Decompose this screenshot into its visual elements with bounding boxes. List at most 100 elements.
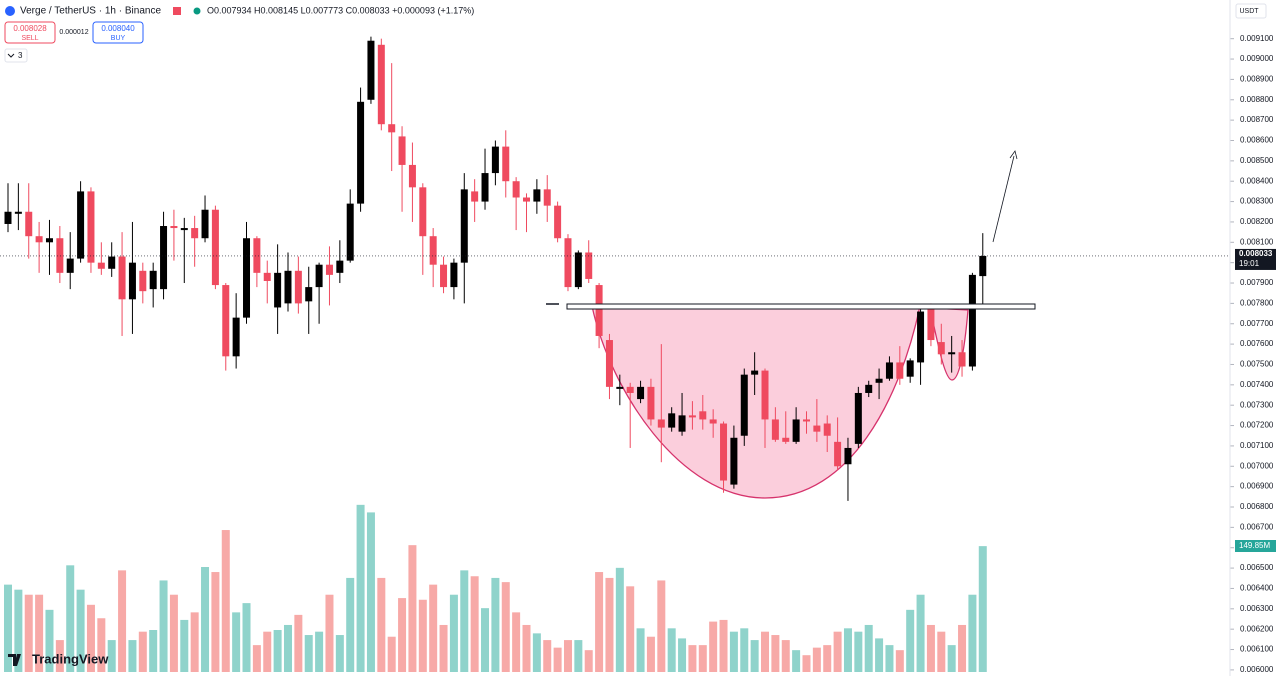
y-tick-label: 0.007800	[1240, 298, 1274, 307]
volume-bar	[128, 640, 137, 672]
volume-bar	[761, 631, 770, 672]
volume-bar	[812, 647, 821, 672]
price-tag-text: 0.008033	[1239, 249, 1273, 258]
y-tick-label: 0.007900	[1240, 278, 1274, 287]
candle-body	[875, 378, 883, 383]
currency-button[interactable]	[1235, 3, 1267, 19]
volume-bar	[875, 638, 884, 672]
volume-bar	[55, 640, 64, 672]
volume-bar	[118, 570, 127, 672]
candle-body	[263, 272, 271, 281]
volume-bar	[906, 609, 915, 672]
volume-bar	[688, 645, 697, 672]
volume-bar	[14, 589, 23, 672]
volume-bar	[615, 567, 624, 672]
buy-button[interactable]	[92, 21, 144, 44]
candle-body	[429, 236, 437, 265]
candle-body	[201, 209, 209, 239]
price-axis: 0.006000 0.006100 0.006200 0.006300 0.006400…	[1230, 34, 1274, 674]
y-tick-label: 0.006700	[1240, 522, 1274, 531]
volume-bar	[719, 619, 728, 672]
y-tick-label: 0.008100	[1240, 237, 1274, 246]
volume-bar	[636, 628, 645, 672]
candle-body	[740, 374, 748, 436]
volume-bar	[916, 594, 925, 672]
y-tick-label: 0.007300	[1240, 400, 1274, 409]
candle-body	[605, 340, 613, 387]
volume-bar	[978, 546, 987, 672]
candle-body	[284, 270, 292, 304]
y-tick-label: 0.008600	[1240, 136, 1274, 145]
candle-body	[35, 236, 43, 243]
price-tag	[1235, 248, 1276, 270]
candle-body	[896, 362, 904, 379]
volume-bar	[792, 650, 801, 672]
volume-bar	[24, 594, 33, 672]
candle-body	[315, 264, 323, 288]
y-tick-label: 0.006800	[1240, 502, 1274, 511]
buy-price: 0.008040	[101, 24, 135, 33]
volume-bar	[4, 584, 12, 672]
buy-label: BUY	[111, 35, 126, 42]
y-tick-label: 0.008900	[1240, 75, 1274, 84]
y-tick-label: 0.006400	[1240, 584, 1274, 593]
candle-body	[823, 423, 831, 436]
y-tick-label: 0.008700	[1240, 115, 1274, 124]
candle-body	[906, 360, 914, 377]
candle-body	[657, 419, 665, 428]
candle-body	[979, 255, 987, 277]
volume-layer	[4, 504, 987, 672]
brand: TradingView	[32, 651, 109, 666]
volume-bar	[885, 645, 894, 672]
y-tick-label: 0.008800	[1240, 95, 1274, 104]
candle-body	[554, 205, 562, 239]
sell-button[interactable]	[4, 21, 56, 44]
volume-bar	[346, 577, 355, 672]
y-tick-label: 0.007500	[1240, 360, 1274, 369]
candle-body	[25, 211, 33, 237]
volume-bar	[190, 612, 199, 672]
candle-body	[4, 211, 12, 224]
symbol-title: Verge / TetherUS · 1h · Binance	[20, 6, 161, 17]
volume-bar	[221, 530, 230, 672]
volume-bar	[97, 618, 106, 672]
y-tick-label: 0.006500	[1240, 563, 1274, 572]
candle-body	[56, 238, 64, 273]
candle-body	[367, 40, 375, 100]
currency: USDT	[1239, 8, 1259, 15]
candle-body	[108, 256, 116, 269]
candle-body	[668, 413, 676, 428]
candle-body	[637, 386, 645, 400]
candle-body	[502, 146, 510, 182]
candle-body	[585, 252, 593, 279]
y-tick-label: 0.009000	[1240, 54, 1274, 63]
indicator-toggle[interactable]	[4, 48, 28, 63]
candle-body	[305, 287, 313, 302]
y-tick-label: 0.006000	[1240, 665, 1274, 674]
candle-body	[357, 101, 365, 204]
candle-body	[481, 173, 489, 202]
candle-body	[958, 352, 966, 367]
y-tick-label: 0.006900	[1240, 482, 1274, 491]
volume-bar	[408, 545, 417, 672]
sell-label: SELL	[21, 35, 38, 42]
axis-tags: 0.008033 19:01 149.85M	[1235, 248, 1276, 552]
volume-bar	[159, 580, 168, 672]
volume-bar	[304, 635, 313, 672]
volume-bar	[947, 645, 956, 672]
volume-bar	[366, 512, 375, 672]
resistance-box	[566, 303, 1036, 310]
candle-body	[211, 209, 219, 286]
candle-body	[533, 189, 541, 202]
y-tick-label: 0.007200	[1240, 421, 1274, 430]
candle-body	[180, 228, 188, 231]
volume-bar	[45, 609, 54, 672]
y-tick-label: 0.006100	[1240, 645, 1274, 654]
spread: 0.000012	[59, 29, 88, 36]
volume-bar	[771, 635, 780, 672]
volume-bar	[667, 628, 676, 672]
volume-bar	[315, 631, 324, 672]
volume-bar	[377, 577, 386, 672]
